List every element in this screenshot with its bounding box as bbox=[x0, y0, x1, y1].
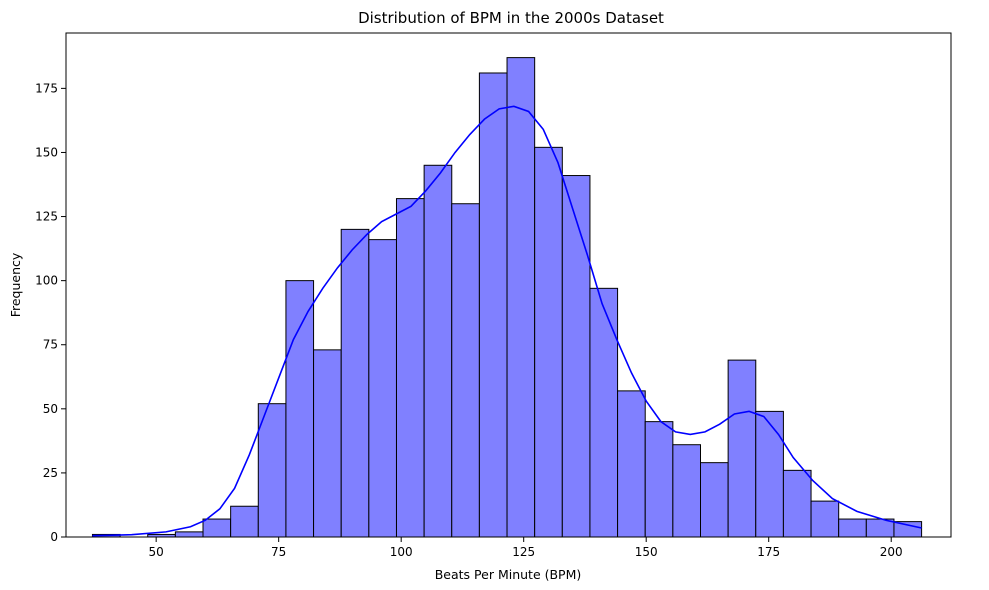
y-tick-label: 150 bbox=[35, 145, 58, 159]
y-tick-label: 175 bbox=[35, 81, 58, 95]
histogram-bar bbox=[202, 518, 232, 538]
histogram-bar bbox=[782, 469, 812, 538]
x-tick-label: 75 bbox=[271, 545, 286, 559]
histogram-bar bbox=[451, 203, 480, 538]
histogram-bar bbox=[285, 280, 315, 538]
histogram-bar bbox=[838, 518, 867, 538]
x-tick-label: 100 bbox=[390, 545, 413, 559]
histogram-bar bbox=[340, 228, 370, 538]
histogram-bar bbox=[617, 390, 646, 538]
histogram-bar bbox=[893, 521, 923, 538]
y-tick-label: 125 bbox=[35, 210, 58, 224]
x-axis-label: Beats Per Minute (BPM) bbox=[435, 567, 582, 582]
histogram-bar bbox=[561, 175, 591, 538]
histogram-bar bbox=[810, 500, 840, 538]
plot-frame bbox=[65, 32, 952, 538]
y-axis-label: Frequency bbox=[8, 252, 23, 317]
histogram-bar bbox=[644, 421, 674, 538]
histogram-bar bbox=[700, 462, 729, 538]
kde-curve bbox=[92, 105, 922, 537]
x-axis-ticks: 50 75 100 125 150 175 200 bbox=[149, 537, 903, 559]
histogram-bar bbox=[589, 287, 619, 538]
histogram-bar bbox=[368, 239, 397, 538]
chart-title: Distribution of BPM in the 2000s Dataset bbox=[358, 9, 664, 27]
y-tick-label: 25 bbox=[43, 466, 58, 480]
histogram-bar bbox=[755, 410, 784, 538]
x-tick-label: 50 bbox=[149, 545, 164, 559]
x-tick-label: 200 bbox=[880, 545, 903, 559]
histogram-bar bbox=[478, 72, 508, 538]
histogram-bar bbox=[257, 403, 287, 538]
histogram-bar bbox=[672, 444, 701, 538]
y-axis-ticks: 0 25 50 75 100 125 150 175 bbox=[35, 81, 66, 544]
histogram-bars bbox=[91, 57, 923, 538]
x-tick-label: 150 bbox=[635, 545, 658, 559]
histogram-bar bbox=[313, 349, 342, 538]
y-tick-label: 0 bbox=[50, 530, 58, 544]
histogram-bar bbox=[423, 164, 453, 538]
histogram-bar bbox=[506, 57, 536, 538]
histogram-bar bbox=[727, 359, 757, 538]
x-tick-label: 175 bbox=[757, 545, 780, 559]
histogram-bar bbox=[534, 146, 563, 538]
y-tick-label: 100 bbox=[35, 274, 58, 288]
histogram-bar bbox=[395, 198, 425, 538]
y-tick-label: 50 bbox=[43, 402, 58, 416]
y-tick-label: 75 bbox=[43, 338, 58, 352]
histogram-bar bbox=[230, 505, 259, 538]
x-tick-label: 125 bbox=[512, 545, 535, 559]
histogram-bar bbox=[174, 531, 204, 538]
